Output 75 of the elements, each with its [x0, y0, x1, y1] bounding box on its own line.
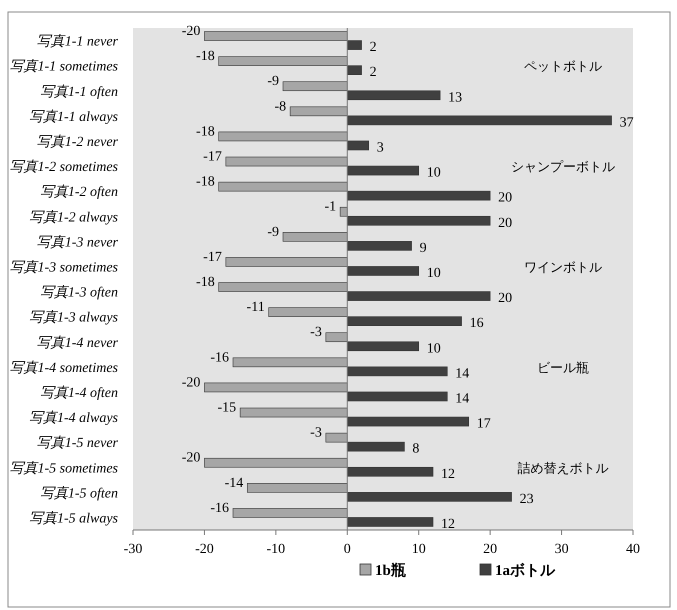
data-label: 12	[441, 466, 455, 482]
data-label: 14	[455, 366, 470, 382]
annotation: シャンプーボトル	[511, 159, 615, 174]
data-label: 14	[455, 391, 470, 406]
x-tick-label: 40	[626, 542, 640, 557]
data-label: -20	[182, 450, 200, 466]
y-tick-label: 写真1-5 never	[36, 435, 119, 452]
y-tick-label: 写真1-5 sometimes	[10, 460, 119, 476]
data-label: -18	[196, 275, 215, 290]
y-tick-label: 写真1-2 never	[36, 134, 119, 150]
data-label: 2	[370, 65, 377, 80]
data-label: -18	[196, 49, 215, 64]
data-label: 17	[476, 416, 491, 432]
data-label: 20	[498, 291, 512, 306]
legend-label: 1aボトル	[495, 562, 556, 579]
data-label: 2	[370, 40, 377, 56]
annotation: ビール瓶	[537, 360, 589, 375]
data-label: -9	[267, 224, 279, 240]
annotation: 詰め替えボトル	[518, 460, 608, 476]
x-tick-label: 10	[412, 542, 426, 557]
data-label: -1	[324, 200, 336, 215]
data-label: 23	[520, 492, 534, 507]
x-tick-label: -20	[195, 542, 214, 557]
data-label: -11	[246, 300, 265, 316]
legend-label: 1b瓶	[375, 562, 406, 579]
data-label: -18	[196, 124, 215, 140]
y-tick-label: 写真1-4 always	[28, 410, 119, 426]
data-label: -20	[182, 375, 200, 390]
y-tick-label: 写真1-4 often	[40, 384, 118, 401]
y-tick-label: 写真1-3 sometimes	[10, 259, 119, 276]
data-label: 12	[441, 516, 455, 532]
data-label: -16	[210, 500, 229, 516]
y-tick-label: 写真1-3 often	[40, 284, 118, 301]
data-label: 20	[498, 216, 512, 231]
y-tick-label: 写真1-5 always	[28, 510, 119, 526]
y-tick-label: 写真1-4 sometimes	[10, 360, 119, 376]
data-label: -9	[267, 74, 279, 90]
annotation: ワインボトル	[524, 259, 602, 274]
data-label: 37	[620, 115, 634, 130]
x-tick-label: 0	[344, 542, 351, 557]
data-label: 10	[426, 166, 441, 181]
data-label: -16	[210, 350, 229, 366]
data-label: -8	[274, 99, 286, 114]
data-label: 13	[448, 90, 462, 106]
data-label: -18	[196, 174, 215, 190]
y-tick-label: 写真1-1 often	[40, 84, 118, 100]
y-tick-label: 写真1-2 often	[40, 184, 118, 200]
data-label: -14	[224, 476, 244, 491]
y-tick-label: 写真1-1 never	[36, 34, 119, 50]
data-label: 10	[426, 266, 441, 281]
x-tick-label: -10	[266, 542, 286, 557]
y-tick-label: 写真1-2 sometimes	[10, 159, 119, 176]
data-label: -20	[182, 24, 200, 40]
data-label: -17	[203, 150, 222, 165]
data-label: 16	[470, 316, 484, 332]
y-tick-label: 写真1-2 always	[28, 209, 119, 226]
data-label: 20	[498, 190, 512, 206]
annotation: ペットボトル	[524, 58, 602, 74]
x-tick-label: 30	[554, 542, 569, 557]
y-tick-label: 写真1-5 often	[40, 485, 118, 502]
data-label: -3	[310, 325, 322, 340]
data-label: 3	[376, 140, 384, 156]
data-label: -15	[217, 400, 236, 416]
data-label: 10	[426, 341, 441, 356]
y-tick-label: 写真1-3 never	[36, 234, 119, 250]
x-tick-label: 20	[483, 542, 498, 557]
y-tick-label: 写真1-4 never	[36, 334, 119, 351]
x-tick-label: -30	[124, 542, 142, 557]
y-tick-label: 写真1-1 always	[28, 108, 119, 125]
data-label: 9	[420, 240, 427, 256]
data-label: -17	[203, 250, 222, 265]
y-tick-label: 写真1-1 sometimes	[10, 58, 119, 75]
data-label: -3	[310, 426, 322, 441]
y-tick-label: 写真1-3 always	[28, 310, 119, 326]
data-label: 8	[412, 442, 420, 457]
